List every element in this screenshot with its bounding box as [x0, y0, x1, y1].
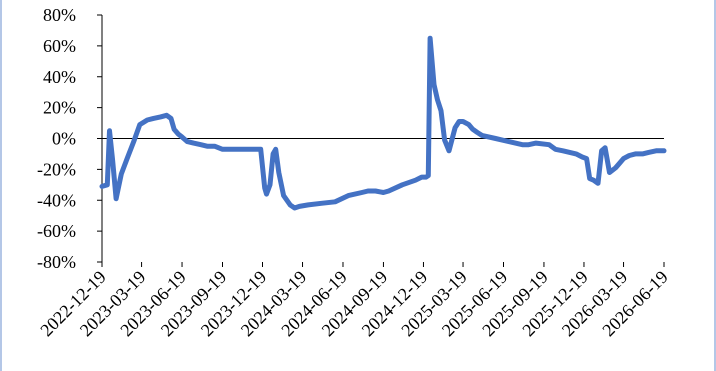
y-tick-label: 40% — [43, 67, 76, 87]
y-tick-label: 80% — [43, 5, 76, 25]
x-axis-tick-labels: 2022-12-192023-03-192023-06-192023-09-19… — [36, 267, 672, 341]
y-tick-label: -60% — [37, 221, 76, 241]
y-tick-label: -20% — [37, 159, 76, 179]
y-axis-ticks — [97, 14, 102, 263]
y-tick-label: 60% — [43, 36, 76, 56]
y-tick-label: -40% — [37, 190, 76, 210]
y-tick-label: 20% — [43, 98, 76, 118]
y-tick-label: 0% — [52, 129, 76, 149]
x-axis-ticks — [101, 262, 665, 267]
series-line — [99, 35, 667, 211]
y-tick-label: -80% — [37, 252, 76, 272]
y-axis-tick-labels: 80% 60% 40% 20% 0% -20% -40% -60% -80% — [37, 5, 76, 272]
